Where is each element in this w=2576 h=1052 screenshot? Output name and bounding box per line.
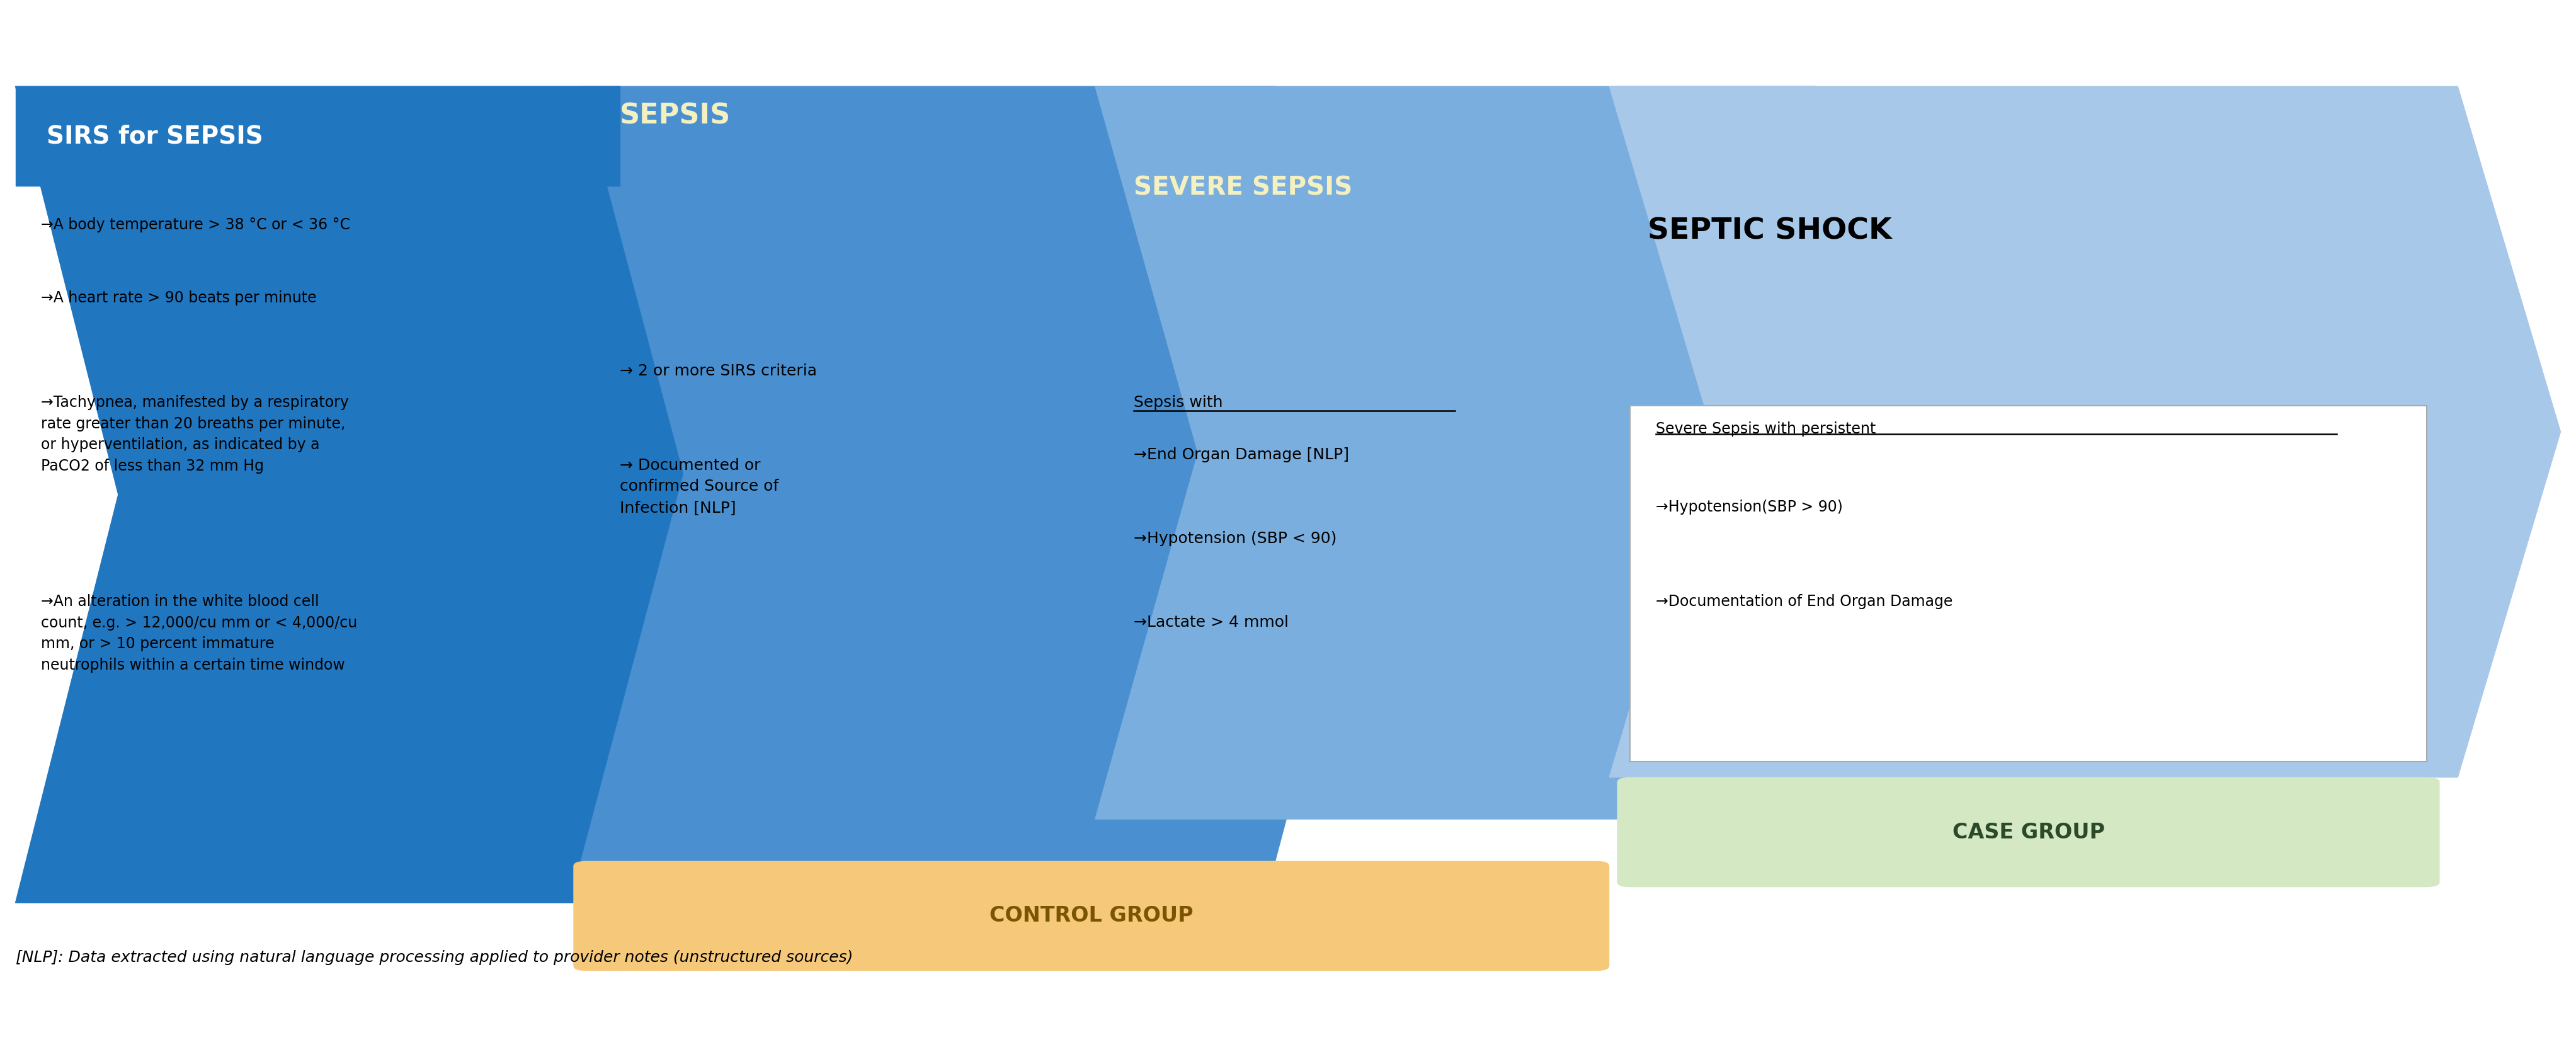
- Text: CONTROL GROUP: CONTROL GROUP: [989, 906, 1193, 927]
- Text: [NLP]: Data extracted using natural language processing applied to provider note: [NLP]: Data extracted using natural lang…: [15, 950, 853, 965]
- Polygon shape: [1095, 86, 1919, 820]
- Text: SEPTIC SHOCK: SEPTIC SHOCK: [1649, 217, 1891, 245]
- Text: → 2 or more SIRS criteria: → 2 or more SIRS criteria: [621, 364, 817, 379]
- FancyBboxPatch shape: [1631, 406, 2427, 762]
- Text: →Documentation of End Organ Damage: →Documentation of End Organ Damage: [1656, 594, 1953, 609]
- Text: →Hypotension(SBP > 90): →Hypotension(SBP > 90): [1656, 500, 1842, 514]
- Text: SIRS for SEPSIS: SIRS for SEPSIS: [46, 124, 263, 148]
- Text: SEVERE SEPSIS: SEVERE SEPSIS: [1133, 176, 1352, 201]
- Text: →A body temperature > 38 °C or < 36 °C: →A body temperature > 38 °C or < 36 °C: [41, 217, 350, 232]
- Text: SEPSIS: SEPSIS: [621, 102, 732, 129]
- Polygon shape: [582, 86, 1378, 861]
- Text: →End Organ Damage [NLP]: →End Organ Damage [NLP]: [1133, 447, 1350, 463]
- Text: →Lactate > 4 mmol: →Lactate > 4 mmol: [1133, 615, 1288, 630]
- Polygon shape: [15, 86, 721, 903]
- Text: →A heart rate > 90 beats per minute: →A heart rate > 90 beats per minute: [41, 290, 317, 305]
- Text: CASE GROUP: CASE GROUP: [1953, 822, 2105, 843]
- FancyBboxPatch shape: [574, 861, 1610, 971]
- Text: Severe Sepsis with persistent: Severe Sepsis with persistent: [1656, 421, 1875, 437]
- FancyBboxPatch shape: [1618, 777, 2439, 887]
- Text: →Hypotension (SBP < 90): →Hypotension (SBP < 90): [1133, 531, 1337, 546]
- FancyBboxPatch shape: [15, 86, 621, 186]
- Text: → Documented or
confirmed Source of
Infection [NLP]: → Documented or confirmed Source of Infe…: [621, 458, 778, 515]
- Text: Sepsis with: Sepsis with: [1133, 396, 1224, 410]
- Text: →An alteration in the white blood cell
count, e.g. > 12,000/cu mm or < 4,000/cu
: →An alteration in the white blood cell c…: [41, 594, 358, 672]
- Polygon shape: [1610, 86, 2561, 777]
- Text: →Tachypnea, manifested by a respiratory
rate greater than 20 breaths per minute,: →Tachypnea, manifested by a respiratory …: [41, 396, 350, 473]
